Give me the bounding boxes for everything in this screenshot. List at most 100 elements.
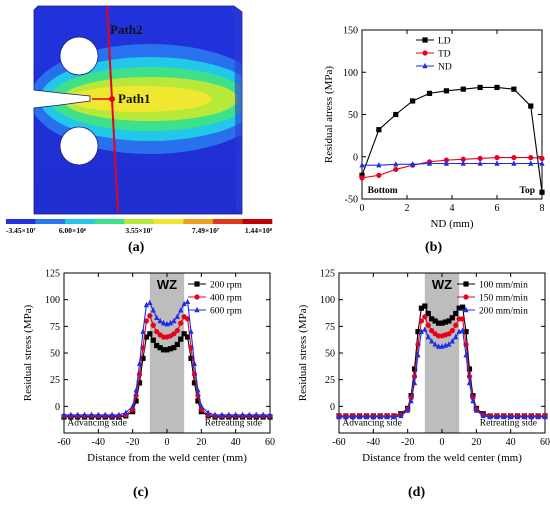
legend-entry: ND	[438, 63, 452, 73]
data-point	[377, 413, 383, 420]
data-point	[154, 314, 160, 320]
data-point	[181, 331, 187, 337]
data-point	[443, 157, 449, 163]
y-axis-title: Residual stress (MPa)	[297, 304, 309, 401]
data-point	[194, 281, 200, 287]
data-point	[136, 380, 143, 386]
colorbar-swatch	[212, 219, 243, 224]
data-point	[109, 411, 115, 418]
data-point	[178, 320, 184, 326]
x-tick-label: -60	[332, 437, 345, 448]
data-point	[410, 98, 416, 104]
x-tick-label: 0	[360, 203, 365, 214]
data-point	[521, 413, 527, 420]
data-point	[181, 300, 187, 307]
colorbar-swatch	[65, 219, 95, 224]
fem-plate-side-face	[234, 6, 242, 214]
path2-line	[106, 5, 119, 213]
x-tick-label: 0	[165, 437, 170, 448]
legend-entry: 100 mm/min	[479, 281, 528, 291]
y-tick-label: 125	[45, 269, 60, 280]
chart-annotation: Advancing side	[342, 419, 401, 429]
data-point	[267, 411, 273, 418]
data-point	[408, 397, 414, 404]
data-point	[68, 411, 74, 418]
data-point	[453, 310, 459, 317]
weld-zone-label: WZ	[157, 277, 177, 292]
data-point	[443, 88, 449, 94]
fem-upper-hole	[59, 36, 99, 76]
data-point	[418, 328, 424, 334]
data-point	[494, 160, 500, 166]
y-tick-label: -50	[345, 195, 358, 206]
data-point	[477, 160, 483, 166]
y-tick-label: 75	[325, 322, 335, 333]
x-tick-label: -40	[367, 437, 380, 448]
chart-annotation: Bottom	[368, 186, 398, 196]
data-point	[226, 411, 232, 418]
data-point	[422, 314, 428, 320]
path1-point	[109, 96, 115, 102]
data-point	[376, 162, 382, 168]
data-point	[157, 317, 163, 324]
data-point	[174, 341, 180, 348]
data-point	[463, 306, 469, 313]
data-point	[477, 84, 483, 91]
chart-annotation: Retreating side	[480, 419, 537, 429]
data-point	[133, 387, 139, 393]
data-point	[425, 310, 431, 317]
data-point	[219, 411, 225, 418]
data-point	[508, 413, 514, 420]
chart-annotation: Top	[520, 186, 536, 196]
data-point	[514, 413, 521, 420]
data-point	[198, 403, 204, 409]
data-point	[477, 155, 483, 162]
series-line	[362, 162, 542, 166]
data-point	[178, 336, 184, 342]
data-point	[116, 411, 122, 418]
data-point	[466, 379, 473, 386]
data-point	[446, 341, 452, 347]
data-point	[466, 373, 473, 380]
data-point	[398, 412, 404, 419]
data-point	[425, 322, 431, 328]
data-point	[539, 160, 545, 166]
colorbar-tick-label: 7.49×10⁷	[192, 226, 220, 235]
data-point	[460, 316, 466, 322]
y-tick-label: 50	[325, 349, 335, 360]
data-point	[487, 413, 493, 420]
data-point	[418, 318, 424, 324]
data-point	[432, 318, 438, 324]
y-tick-label: 25	[325, 375, 335, 386]
legend-entry: 150 mm/min	[479, 294, 528, 304]
data-point	[511, 154, 517, 161]
y-tick-label: 75	[50, 322, 60, 333]
data-point	[157, 345, 163, 351]
data-point	[143, 318, 149, 324]
data-point	[102, 411, 108, 418]
x-axis-title: Distance from the weld center (mm)	[362, 452, 522, 464]
colorbar-tick-label: 6.00×10⁶	[59, 226, 87, 235]
data-point	[405, 407, 411, 413]
data-point	[443, 160, 449, 166]
legend-entry: 200 rpm	[210, 281, 243, 291]
legend-entry: TD	[438, 50, 451, 60]
data-point	[429, 338, 435, 344]
colorbar-tick-label: 1.44×10⁸	[245, 226, 273, 235]
data-point	[191, 360, 198, 366]
y-tick-label: 0	[55, 402, 60, 413]
x-tick-label: 40	[506, 437, 516, 448]
data-point	[415, 329, 421, 335]
x-tick-label: 60	[540, 437, 550, 448]
data-point	[82, 411, 88, 418]
y-axis-title: Residual stress (MPa)	[22, 304, 34, 401]
data-point	[357, 413, 363, 420]
x-tick-label: 8	[540, 203, 545, 214]
y-tick-label: 50	[348, 110, 358, 121]
plot-frame	[361, 29, 543, 200]
data-point	[466, 366, 473, 372]
data-point	[453, 322, 459, 328]
data-point	[460, 160, 466, 166]
colorbar-swatch	[35, 219, 66, 224]
colorbar-tick-label: 3.55×10⁷	[125, 226, 153, 235]
